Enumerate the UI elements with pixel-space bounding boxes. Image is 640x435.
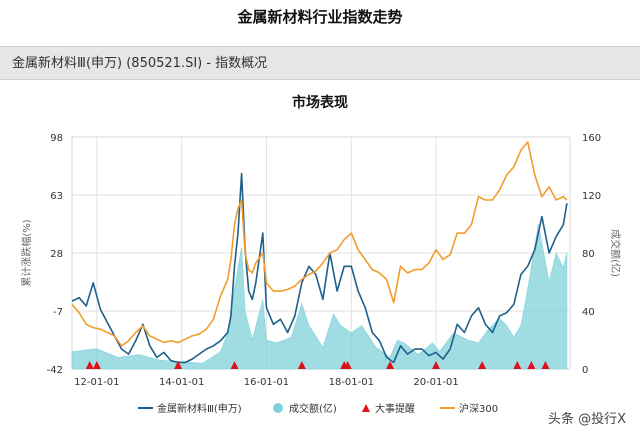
index-overview-header: 金属新材料Ⅲ(申万) (850521.SI) - 指数概况 bbox=[0, 46, 640, 80]
event-marker bbox=[297, 361, 306, 369]
section-title: 市场表现 bbox=[292, 95, 348, 111]
y-right-tick-label: 40 bbox=[582, 307, 595, 318]
y-left-tick-label: 63 bbox=[50, 191, 63, 202]
series-line-index bbox=[71, 172, 568, 364]
y-left-tick-label: 28 bbox=[50, 249, 63, 260]
event-marker bbox=[230, 361, 239, 369]
x-tick-label: 16-01-01 bbox=[244, 377, 289, 388]
legend-label-csi300: 沪深300 bbox=[459, 402, 498, 415]
event-marker bbox=[432, 361, 441, 369]
series-line-csi300 bbox=[71, 141, 568, 347]
legend-swatch-events bbox=[362, 404, 370, 412]
legend-label-events: 大事提醒 bbox=[375, 402, 415, 415]
x-tick-label: 12-01-01 bbox=[74, 377, 119, 388]
y-right-tick-label: 0 bbox=[582, 365, 588, 376]
y-left-axis-label: 累计涨跌幅(%) bbox=[20, 219, 33, 286]
watermark-text: 头条 @投行X bbox=[547, 412, 626, 427]
event-marker bbox=[92, 361, 101, 369]
volume-area bbox=[71, 223, 568, 370]
y-right-tick-label: 120 bbox=[582, 191, 601, 202]
x-tick-label: 20-01-01 bbox=[413, 377, 458, 388]
x-tick-label: 14-01-01 bbox=[159, 377, 204, 388]
y-right-axis-label: 成交额(亿) bbox=[609, 229, 622, 277]
event-marker bbox=[174, 361, 183, 369]
legend-label-index: 金属新材料Ⅲ(申万) bbox=[157, 402, 242, 415]
event-marker bbox=[541, 361, 550, 369]
event-marker bbox=[478, 361, 487, 369]
legend-swatch-volume bbox=[273, 403, 283, 413]
event-marker bbox=[386, 361, 395, 369]
y-left-tick-label: -7 bbox=[53, 307, 63, 318]
event-marker bbox=[343, 361, 352, 369]
event-marker bbox=[527, 361, 536, 369]
x-tick-label: 18-01-01 bbox=[329, 377, 374, 388]
legend-label-volume: 成交额(亿) bbox=[289, 402, 337, 415]
event-marker bbox=[85, 361, 94, 369]
page-title: 金属新材料行业指数走势 bbox=[237, 8, 403, 26]
y-right-tick-label: 80 bbox=[582, 249, 595, 260]
y-left-tick-label: -42 bbox=[47, 365, 63, 376]
y-left-tick-label: 98 bbox=[50, 133, 63, 144]
event-marker bbox=[513, 361, 522, 369]
y-right-tick-label: 160 bbox=[582, 133, 601, 144]
